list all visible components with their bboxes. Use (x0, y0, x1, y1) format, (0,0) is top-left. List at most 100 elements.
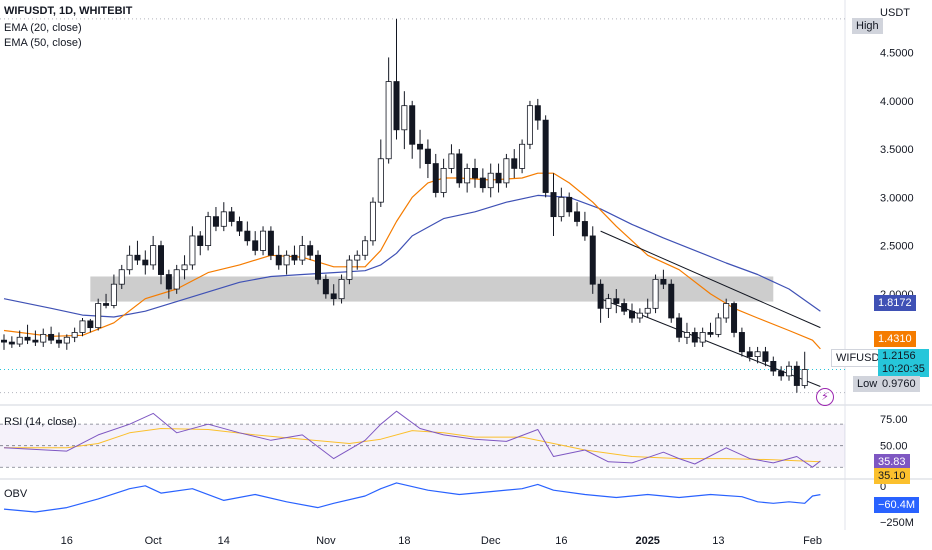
ema50-line (3, 194, 821, 318)
candle-up (401, 105, 408, 131)
candle-down (393, 81, 400, 131)
candle-down (479, 177, 486, 189)
candle-up (385, 81, 392, 160)
ema20-legend: EMA (20, close) (4, 22, 82, 34)
candle-up (683, 332, 690, 338)
candle-down (676, 317, 683, 338)
price-tick-label: 3.5000 (880, 144, 914, 156)
countdown: 10:20:35 (882, 363, 925, 375)
candle-down (244, 230, 251, 242)
candle-down (314, 254, 321, 280)
candle-down (574, 211, 581, 222)
low-tag: Low (853, 376, 882, 392)
candle-up (118, 269, 125, 285)
candle-down (275, 254, 282, 266)
price-tick-label: 4.0000 (880, 96, 914, 108)
candle-down (32, 339, 39, 343)
rsi-ma-line (4, 428, 821, 463)
candle-down (142, 259, 149, 266)
candle-down (197, 235, 204, 246)
candle-down (252, 240, 259, 251)
candle-up (440, 167, 447, 193)
candle-down (165, 274, 172, 290)
candle-up (346, 259, 353, 280)
candle-up (526, 105, 533, 145)
x-tick-label: Oct (145, 535, 162, 547)
price-tick-label: 4.5000 (880, 48, 914, 60)
price-tick-label: 3.0000 (880, 192, 914, 204)
candle-down (307, 245, 314, 256)
candle-down (0, 339, 7, 343)
candle-down (87, 320, 94, 329)
price-tick-label: 2.5000 (880, 241, 914, 253)
candle-up (558, 196, 565, 218)
candle-up (519, 143, 526, 169)
candle-up (715, 317, 722, 335)
candle-up (40, 333, 47, 343)
candle-down (456, 153, 463, 184)
x-tick-label: 16 (555, 535, 567, 547)
candle-down (550, 192, 557, 218)
candle-up (377, 158, 384, 203)
obv-line (3, 482, 821, 513)
candle-up (487, 172, 494, 189)
lightning-icon[interactable]: ⚡ (816, 388, 834, 406)
candle-down (691, 332, 698, 343)
candle-up (338, 278, 345, 300)
candle-down (417, 143, 424, 150)
candle-up (181, 264, 188, 271)
x-tick-label: Nov (316, 535, 336, 547)
x-tick-label: Dec (481, 535, 501, 547)
candle-up (503, 158, 510, 184)
candle-down (581, 221, 588, 237)
candle-down (495, 172, 502, 184)
candle-up (71, 332, 78, 338)
x-tick-label: 14 (218, 535, 230, 547)
candle-down (424, 148, 431, 164)
candle-down (236, 221, 243, 232)
candle-down (613, 298, 620, 304)
candle-up (260, 230, 267, 251)
candle-down (668, 283, 675, 319)
candle-up (644, 307, 651, 314)
ema50-legend: EMA (50, close) (4, 37, 82, 49)
candle-down (511, 158, 518, 169)
candle-up (126, 254, 133, 271)
x-tick-label: Feb (803, 535, 822, 547)
candle-down (770, 360, 777, 372)
candle-up (801, 369, 808, 386)
rsi-value-tag: 35.83 (874, 454, 910, 470)
candle-down (228, 211, 235, 222)
rsi-ma-value-tag: 35.10 (874, 468, 910, 484)
candle-up (173, 269, 180, 290)
candle-up (699, 332, 706, 343)
candle-up (786, 365, 793, 377)
candle-up (283, 254, 290, 266)
candle-up (652, 278, 659, 309)
candle-down (291, 254, 298, 261)
candle-down (629, 310, 636, 319)
candle-down (48, 333, 55, 341)
candle-down (322, 278, 329, 295)
candle-down (731, 303, 738, 333)
candle-up (205, 216, 212, 246)
candle-down (778, 370, 785, 377)
candle-up (605, 298, 612, 309)
candle-down (621, 303, 628, 312)
candle-down (534, 105, 541, 121)
candle-down (793, 365, 800, 386)
candle-down (432, 163, 439, 193)
candle-up (723, 303, 730, 319)
candle-down (738, 332, 745, 353)
candle-up (110, 283, 117, 306)
symbol-title: WIFUSDT, 1D, WHITEBIT (4, 5, 133, 17)
candle-down (409, 105, 416, 145)
candle-down (471, 167, 478, 179)
obv-tick-label: 0 (880, 481, 886, 493)
candle-up (362, 240, 369, 256)
candle-down (134, 254, 141, 261)
currency-label: USDT (880, 7, 910, 19)
last-price-tag: 1.2156 10:20:35 (878, 349, 929, 377)
low-value-tag: 0.9760 (878, 376, 920, 392)
